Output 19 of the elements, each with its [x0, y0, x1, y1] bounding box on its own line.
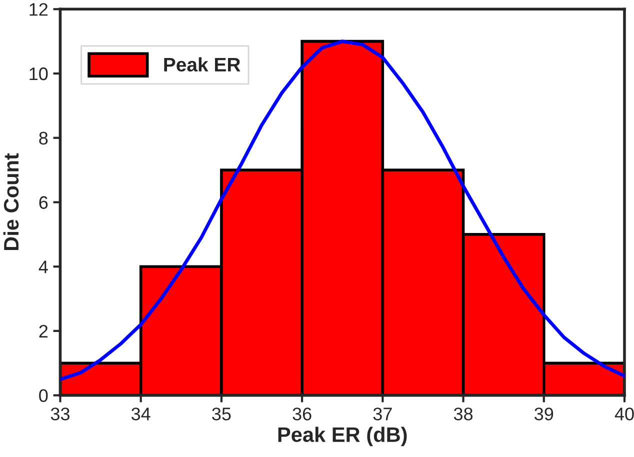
line-series [60, 40, 624, 381]
x-axis-title: Peak ER (dB) [278, 426, 407, 446]
y-tick-label: 6 [39, 196, 48, 209]
y-tick-label: 12 [30, 3, 48, 16]
y-tick-label: 2 [39, 324, 48, 338]
y-tick-label: 10 [30, 67, 48, 80]
x-tick-label: 40 [614, 408, 634, 420]
x-tick-label: 39 [534, 408, 554, 420]
x-tick-label: 36 [292, 408, 312, 420]
x-tick-label: 37 [373, 408, 392, 420]
x-tick-label: 34 [131, 408, 150, 420]
y-tick-label: 8 [39, 132, 48, 145]
x-tick-label: 38 [454, 408, 473, 420]
y-tick-label: 4 [38, 260, 48, 274]
legend-label: Peak ER [164, 57, 240, 72]
y-axis-title: Die Count [3, 153, 19, 250]
x-tick-label: 35 [212, 408, 231, 420]
y-tick-label: 0 [39, 389, 48, 402]
x-tick-label: 33 [50, 408, 70, 420]
